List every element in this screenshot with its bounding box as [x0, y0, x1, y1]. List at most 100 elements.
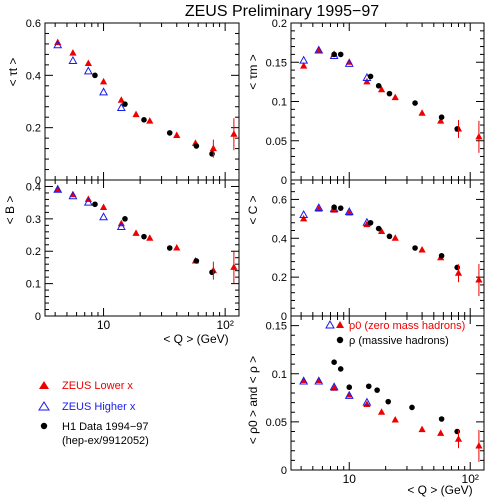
series-open-triangle	[53, 40, 126, 112]
zeus-lower-point	[437, 117, 445, 124]
rho-legend-rho-label: ρ (massive hadrons)	[349, 335, 449, 347]
legend-h1-ref: (hep-ex/9912052)	[62, 435, 149, 447]
h1-point	[209, 269, 215, 276]
y-tick-label: 0.15	[266, 321, 287, 333]
h1-point	[385, 398, 392, 405]
panel-tau_m: 0 0.05 0.1 0.15 0.2	[266, 18, 485, 187]
h1-point	[166, 130, 173, 136]
y-tick-label: 0	[281, 175, 287, 187]
zeus-higher-point	[299, 209, 309, 218]
h1-point	[209, 151, 215, 157]
y-tick-label: 0.3	[26, 214, 41, 226]
h1-point	[122, 101, 128, 107]
zeus-lower-point	[377, 85, 386, 93]
rho-legend-open-triangle	[325, 319, 335, 329]
panel-B: 0 0.1 0.2 0.3 0.4 10 10²	[26, 179, 240, 332]
y-tick-label: 0.6	[272, 194, 287, 206]
zeus-lower-point	[330, 384, 338, 391]
h1-point	[331, 204, 337, 210]
zeus-higher-point	[99, 87, 108, 96]
panel-rho: 0 0.05 0.1 0.15 10 10²	[266, 315, 485, 486]
h1-point	[375, 83, 382, 89]
zeus-lower-point	[173, 131, 181, 139]
zeus-lower-point	[437, 429, 445, 436]
rho-legend-rho0-label: ρ0 (zero mass hadrons)	[349, 320, 465, 332]
x-tick-label: 10²	[216, 318, 233, 332]
h1-point	[438, 252, 445, 259]
series-open-triangle	[299, 45, 372, 81]
zeus-lower-point	[132, 229, 140, 236]
series-circle	[92, 72, 215, 157]
zeus-lower-point	[99, 77, 108, 85]
panel-frame	[290, 22, 485, 181]
h1-point	[438, 114, 445, 120]
zeus-higher-point	[314, 203, 324, 212]
panel-frame	[290, 179, 485, 317]
y-tick-label: 0.2	[272, 272, 287, 284]
series-filled-triangle	[54, 38, 238, 152]
h1-point	[92, 201, 98, 208]
zeus-lower-point	[117, 96, 125, 103]
h1-point	[337, 205, 344, 211]
legend-zeus-lower-label: ZEUS Lower x	[62, 380, 133, 392]
zeus-higher-point	[314, 45, 324, 54]
h1-point	[375, 225, 382, 232]
h1-point	[193, 143, 200, 149]
zeus-lower-point	[418, 425, 426, 433]
h1-point	[337, 51, 344, 58]
y-tick-label: 0	[281, 465, 287, 477]
zeus-lower-point	[315, 205, 323, 212]
zeus-lower-point	[363, 77, 371, 85]
panels: 0 0.2 0.4 0.6 0 0.05 0.1 0.15 0.2 0 0.1 0.2 0.3 0.4 10…	[26, 18, 485, 486]
legend-zeus-higher-marker	[38, 401, 50, 411]
panel-frame	[44, 179, 240, 317]
zeus-lower-point	[300, 62, 308, 69]
y-tick-label: 0.2	[26, 246, 41, 258]
series-filled-triangle	[54, 185, 238, 274]
panel-frame	[44, 22, 240, 181]
series-circle	[92, 201, 215, 276]
h1-point	[141, 233, 147, 240]
panel-C: 0 0.2 0.4 0.6	[272, 179, 485, 323]
h1-point	[331, 359, 337, 366]
zeus-higher-point	[53, 40, 63, 49]
y-tick-label: 0.4	[272, 233, 287, 245]
h1-point	[367, 73, 374, 80]
zeus-lower-point	[146, 234, 154, 241]
zeus-lower-point	[69, 49, 77, 56]
zeus-higher-point	[362, 397, 372, 406]
zeus-higher-point	[68, 55, 78, 64]
legend-h1-label: H1 Data 1994−97	[62, 421, 149, 433]
h1-point	[92, 72, 98, 79]
h1-point	[438, 416, 445, 422]
zeus-higher-point	[83, 66, 93, 75]
h1-point	[412, 245, 418, 251]
h1-point	[454, 428, 460, 435]
zeus-lower-point	[54, 185, 62, 193]
zeus-lower-point	[300, 214, 308, 222]
series-filled-triangle	[300, 205, 483, 283]
series-open-triangle	[299, 376, 372, 406]
zeus-lower-point	[345, 209, 353, 216]
x-tick-label: 10	[97, 318, 111, 332]
zeus-higher-point	[53, 184, 63, 193]
y-tick-label: 0.15	[266, 57, 287, 69]
xlabel-left: < Q > (GeV)	[163, 332, 228, 346]
legend-h1-marker	[40, 422, 48, 430]
ylabel-tau-t: < τt >	[6, 58, 20, 87]
h1-point	[412, 100, 418, 106]
legend-zeus-higher-label: ZEUS Higher x	[62, 401, 136, 413]
y-tick-label: 0.1	[272, 97, 287, 109]
y-tick-label: 0.2	[272, 18, 287, 30]
zeus-higher-point	[299, 55, 309, 64]
series-filled-triangle	[300, 376, 483, 449]
zeus-lower-point	[315, 46, 323, 53]
zeus-lower-point	[391, 415, 399, 423]
h1-point	[122, 216, 128, 222]
zeus-higher-point	[116, 221, 126, 230]
y-tick-label: 0	[35, 175, 41, 187]
h1-point	[409, 404, 415, 411]
y-tick-label: 0.6	[26, 18, 41, 30]
h1-point	[141, 117, 147, 123]
